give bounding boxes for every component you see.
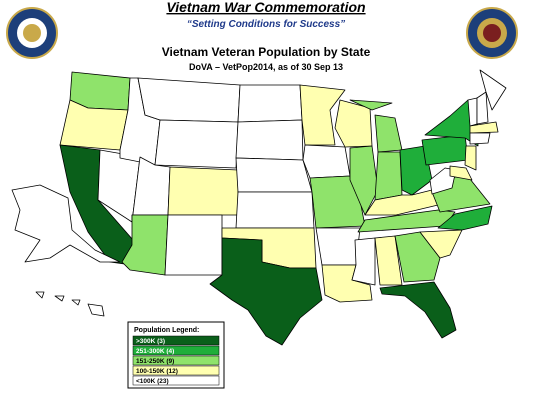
legend-swatch (132, 365, 220, 376)
state (469, 121, 499, 134)
legend-label: <100K (23) (136, 378, 169, 385)
state (379, 281, 457, 339)
state (137, 77, 241, 123)
state (164, 214, 223, 276)
state (351, 237, 376, 286)
state (167, 166, 239, 216)
state (235, 157, 313, 193)
legend-title: Population Legend: (134, 327, 199, 334)
state (54, 295, 65, 302)
state (235, 119, 304, 161)
state (235, 191, 315, 229)
state (299, 84, 346, 146)
state (374, 235, 403, 286)
state (302, 144, 351, 179)
legend-label: 151-250K (9) (136, 358, 174, 365)
state (476, 91, 489, 125)
state (449, 165, 473, 181)
state (349, 145, 379, 216)
state (394, 231, 441, 283)
state (364, 189, 439, 216)
state (374, 151, 403, 201)
state (479, 69, 507, 111)
map-source: DoVA – VetPop2014, as of 30 Sep 13 (189, 62, 343, 72)
state (437, 205, 493, 231)
state (429, 167, 457, 195)
legend-label: >300K (3) (136, 338, 165, 345)
state (349, 99, 393, 111)
legend-label: 100-150K (12) (136, 368, 178, 375)
left-seal (6, 7, 58, 59)
legend-swatch (132, 355, 220, 366)
page-title: Vietnam War Commemoration (166, 0, 365, 15)
state (419, 229, 463, 259)
state (154, 119, 239, 169)
state (11, 184, 121, 263)
map-title: Vietnam Veteran Population by State (162, 45, 371, 59)
page-subtitle: “Setting Conditions for Success” (187, 19, 345, 30)
state (209, 237, 323, 346)
right-seal (466, 7, 518, 59)
legend-swatch (132, 345, 220, 356)
state (421, 134, 469, 166)
state (35, 291, 45, 299)
state (399, 145, 433, 196)
state (237, 84, 303, 123)
state (315, 227, 361, 266)
state (464, 145, 477, 171)
state (467, 97, 478, 127)
state (71, 299, 81, 306)
state (87, 303, 105, 317)
legend-swatch (132, 375, 220, 386)
states (11, 69, 507, 346)
legend-label: 251-300K (4) (136, 348, 174, 355)
state (469, 132, 491, 145)
legend-swatch (132, 335, 220, 346)
legend: Population Legend: >300K (3) 251-300K (4)… (127, 321, 225, 389)
